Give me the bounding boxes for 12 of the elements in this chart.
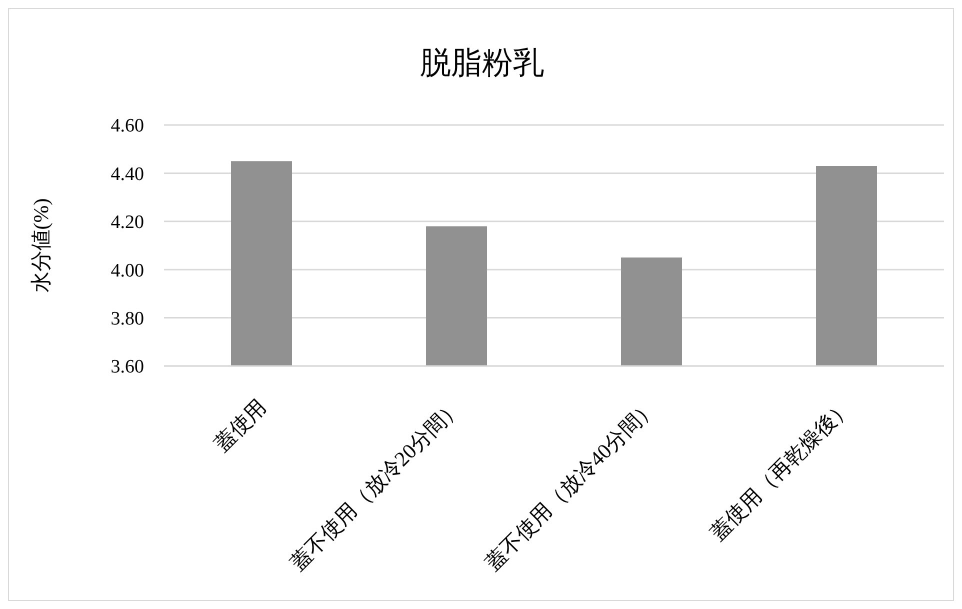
y-tick-label: 4.60 [110, 116, 144, 137]
y-tick-label: 4.00 [110, 260, 144, 282]
y-tick-label: 3.80 [110, 308, 144, 330]
y-tick-label: 3.60 [110, 356, 144, 378]
x-tick-label: 蓋使用 [209, 394, 271, 456]
y-tick-label: 4.20 [110, 212, 144, 234]
x-tick-label: 蓋不使用（放冷20分間） [286, 394, 466, 575]
x-tick-label: 蓋不使用（放冷40分間） [480, 394, 661, 575]
chart-title: 脱脂粉乳 [419, 44, 545, 82]
y-axis-title: 水分値(%) [29, 198, 53, 293]
x-tick-label: 蓋使用（再乾燥後） [705, 394, 856, 546]
y-tick-label: 4.40 [110, 164, 144, 185]
